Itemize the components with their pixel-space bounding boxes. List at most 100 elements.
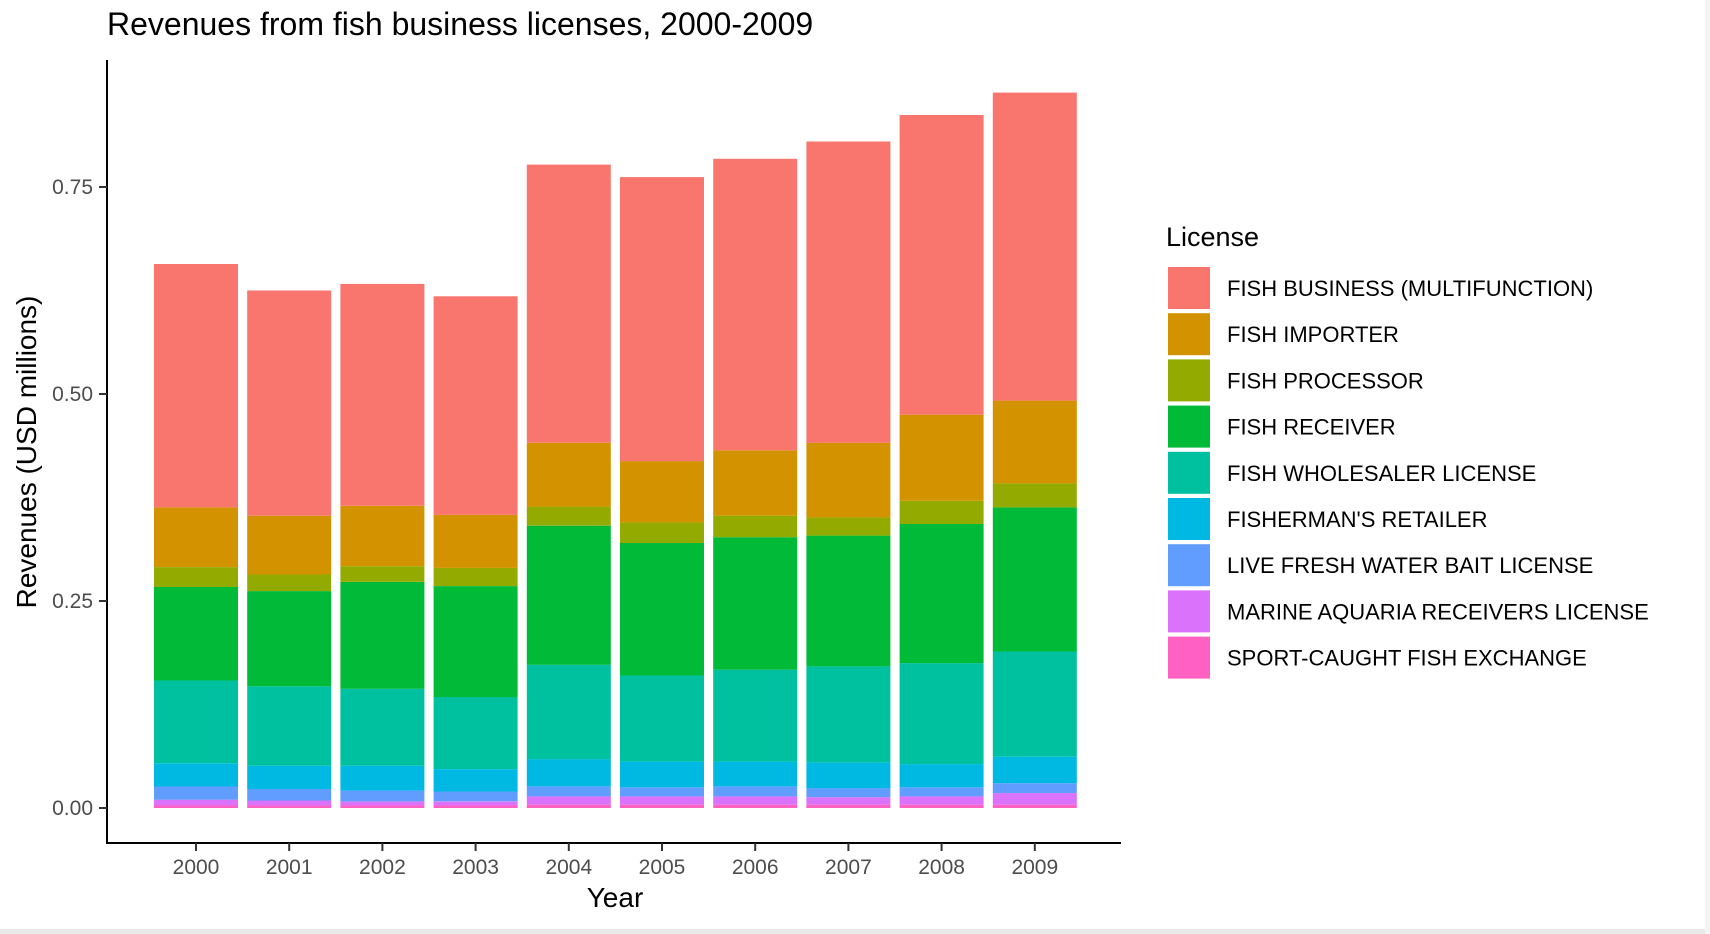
bar-segment [620, 543, 704, 676]
bar-segment [620, 796, 704, 805]
bar-segment [154, 567, 238, 587]
bar-segment [620, 761, 704, 788]
bar-segment [713, 761, 798, 787]
bar-segment [526, 664, 611, 760]
bar-segment [899, 115, 984, 415]
bar-segment [806, 762, 891, 789]
bar-segment [433, 697, 518, 769]
bar-segment [899, 500, 984, 524]
bar-segment [899, 414, 984, 501]
bar-segment [806, 797, 891, 805]
bar-segment [526, 796, 611, 805]
bar-segment [247, 789, 332, 801]
bar-segment [154, 507, 238, 567]
bar-segment [154, 264, 238, 508]
bar-segment [526, 786, 611, 797]
bar-segment [899, 804, 984, 808]
y-tick-label: 0.00 [52, 797, 93, 820]
bar-segment [433, 801, 518, 806]
bar-segment [340, 790, 425, 802]
bar-segment [340, 566, 425, 582]
x-tick-label: 2003 [452, 856, 499, 879]
bar-segment [992, 804, 1077, 808]
bar-segment [247, 765, 332, 789]
bar-segment [713, 669, 798, 762]
legend-label: SPORT-CAUGHT FISH EXCHANGE [1227, 646, 1587, 671]
bar-segment [713, 796, 798, 805]
legend-label: LIVE FRESH WATER BAIT LICENSE [1227, 553, 1593, 578]
bar-segment [340, 283, 425, 506]
bar-segment [992, 783, 1077, 794]
bar-segment [154, 586, 238, 681]
legend-swatch [1168, 636, 1210, 679]
legend-swatch [1168, 590, 1210, 633]
bar-segment [340, 688, 425, 766]
legend-swatch [1168, 267, 1210, 309]
bar-segment [340, 801, 425, 806]
bar-segment [620, 522, 704, 543]
legend-title: License [1166, 222, 1259, 252]
bar-segment [806, 804, 891, 808]
bar-segment [899, 796, 984, 805]
bar-segment [806, 535, 891, 667]
bar-segment [899, 787, 984, 797]
bar-segment [526, 506, 611, 526]
legend-swatch [1168, 544, 1210, 587]
x-tick-label: 2006 [732, 856, 779, 879]
bar-segment [433, 805, 518, 808]
bar-segment [340, 805, 425, 808]
bar-segment [154, 805, 238, 808]
bar-segment [713, 450, 798, 516]
bar-segment [433, 296, 518, 515]
bar-segment [620, 787, 704, 797]
x-tick-label: 2008 [918, 856, 965, 879]
bar-segment [992, 651, 1077, 757]
bar-segment [992, 756, 1077, 784]
bar-segment [713, 515, 798, 538]
bar-segment [620, 804, 704, 808]
bar-segment [620, 177, 704, 462]
bar-segment [247, 574, 332, 592]
x-axis-label: Year [587, 882, 644, 913]
bar-segment [247, 591, 332, 687]
y-ticks: 0.00 0.25 0.50 0.75 [52, 176, 107, 820]
bar-segment [992, 793, 1077, 805]
bar-segment [247, 515, 332, 575]
legend-swatch [1168, 359, 1210, 402]
bar-segment [433, 586, 518, 698]
legend-label: FISH RECEIVER [1227, 415, 1396, 440]
legend-label: FISH IMPORTER [1227, 322, 1399, 347]
bar-segment [992, 507, 1077, 652]
y-tick-label: 0.25 [52, 590, 93, 613]
legend-swatch [1168, 313, 1210, 356]
bar-segment [154, 786, 238, 800]
bar-segment [433, 514, 518, 568]
x-tick-label: 2007 [825, 856, 872, 879]
legend-swatch [1168, 405, 1210, 448]
legend-label: FISH WHOLESALER LICENSE [1227, 461, 1536, 486]
bar-segment [713, 804, 798, 808]
y-axis-label: Revenues (USD millions) [11, 296, 42, 609]
bar-segment [713, 786, 798, 797]
bar-segment [620, 675, 704, 762]
legend-label: FISH PROCESSOR [1227, 368, 1424, 393]
bar-segment [806, 666, 891, 763]
bar-segment [899, 524, 984, 664]
x-tick-label: 2005 [639, 856, 686, 879]
bar-segment [526, 164, 611, 443]
bar-segment [340, 765, 425, 791]
bar-segment [154, 799, 238, 806]
bar-segment [247, 290, 332, 516]
x-tick-label: 2004 [545, 856, 592, 879]
bar-segment [526, 759, 611, 787]
y-tick-label: 0.50 [52, 383, 93, 406]
bar-segment [433, 769, 518, 792]
bar-segment [992, 400, 1077, 484]
bar-segment [433, 791, 518, 802]
x-tick-label: 2000 [173, 856, 220, 879]
bar-segment [713, 537, 798, 670]
x-tick-label: 2002 [359, 856, 406, 879]
axes-layer [106, 60, 1121, 844]
legend-swatch [1168, 498, 1210, 540]
bar-segment [806, 442, 891, 518]
